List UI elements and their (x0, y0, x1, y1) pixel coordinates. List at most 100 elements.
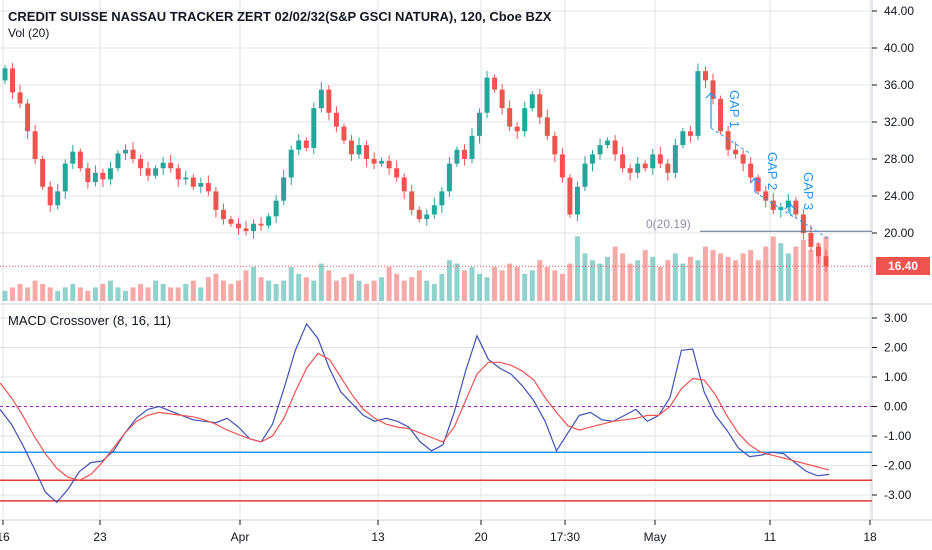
candle-body (77, 151, 83, 169)
candle-body (341, 126, 347, 141)
volume-bar (17, 284, 23, 301)
price-tick-label: 32.00 (884, 115, 914, 129)
gap-dashed-line (789, 213, 831, 241)
volume-bar (47, 287, 53, 301)
time-tick-label: Apr (231, 530, 250, 544)
volume-bar (469, 267, 475, 301)
candle-body (454, 149, 460, 164)
macd-tick-label: 0.00 (884, 400, 908, 414)
candle-body (763, 191, 769, 201)
volume-bar (311, 280, 317, 301)
volume-bar (672, 253, 678, 301)
gap-arrow-icon (705, 92, 717, 99)
time-tick-label: 20 (474, 530, 488, 544)
volume-bar (770, 236, 776, 301)
volume-bar (416, 270, 422, 301)
candle-body (808, 233, 814, 247)
volume-bar (424, 280, 430, 301)
candle-body (364, 145, 370, 159)
volume-bar (537, 260, 543, 301)
candle-body (687, 131, 693, 136)
volume-bar (635, 260, 641, 301)
volume-bar (401, 280, 407, 301)
volume-bar (386, 267, 392, 301)
volume-bar (620, 253, 626, 301)
volume-bars (2, 236, 829, 301)
candle-body (386, 160, 392, 169)
volume-bar (461, 270, 467, 301)
volume-bar (318, 263, 324, 301)
volume-bar (371, 280, 377, 301)
candle-body (17, 92, 23, 104)
volume-bar (40, 284, 46, 301)
candle-body (770, 200, 776, 210)
gap-label: GAP 3 (801, 172, 816, 210)
candle-body (318, 89, 324, 109)
candle-body (514, 126, 520, 132)
volume-bar (160, 284, 166, 301)
volume-bar (785, 253, 791, 301)
candle-body (431, 205, 437, 215)
candle-body (25, 103, 31, 132)
candle-body (484, 77, 490, 113)
candle-body (130, 149, 136, 159)
candle-body (32, 131, 38, 159)
candle-body (785, 200, 791, 208)
candle-body (123, 149, 129, 154)
candle-body (740, 154, 746, 164)
candle-body (258, 223, 264, 226)
volume-bar (733, 260, 739, 301)
volume-bar (2, 290, 8, 301)
candle-body (672, 145, 678, 173)
signal-line (0, 352, 830, 481)
volume-bar (85, 290, 91, 301)
candle-body (175, 168, 181, 180)
chart-title: CREDIT SUISSE NASSAU TRACKER ZERT 02/02/… (8, 9, 552, 24)
time-tick-label: 17:30 (550, 530, 580, 544)
volume-bar (356, 280, 362, 301)
volume-bar (484, 277, 490, 301)
volume-bar (281, 280, 287, 301)
candle-body (650, 154, 656, 169)
volume-bar (800, 239, 806, 301)
volume-bar (100, 284, 106, 301)
candle-body (477, 112, 483, 136)
candle-body (529, 94, 535, 109)
volume-bar (123, 290, 129, 301)
volume-bar (235, 280, 241, 301)
volume-bar (55, 290, 61, 301)
volume-bar (431, 284, 437, 301)
candle-body (2, 68, 8, 81)
volume-bar (778, 243, 784, 301)
volume-bar (590, 260, 596, 301)
candle-body (198, 183, 204, 187)
candle-body (733, 149, 739, 155)
candle-body (522, 108, 528, 132)
volume-bar (32, 280, 38, 301)
volume-bar (665, 260, 671, 301)
volume-bar (228, 284, 234, 301)
gap-label: GAP 2 (765, 152, 780, 190)
candle-body (379, 160, 385, 164)
candle-body (612, 140, 618, 155)
volume-bar (10, 287, 16, 301)
volume-bar (808, 250, 814, 301)
volume-bar (243, 270, 249, 301)
volume-bar (190, 280, 196, 301)
candle-body (409, 191, 415, 210)
volume-bar (529, 270, 535, 301)
candle-body (100, 172, 106, 180)
volume-bar (454, 263, 460, 301)
time-tick-label: 11 (764, 530, 777, 544)
volume-bar (695, 260, 701, 301)
volume-bar (333, 280, 339, 301)
candle-body (635, 163, 641, 173)
gap-label: GAP 1 (727, 90, 742, 128)
candle-body (371, 159, 377, 164)
candle-body (138, 159, 144, 169)
volume-bar (642, 250, 648, 301)
last-price-tag: 16.40 (876, 257, 930, 276)
volume-bar (145, 287, 151, 301)
volume-bar (499, 270, 505, 301)
